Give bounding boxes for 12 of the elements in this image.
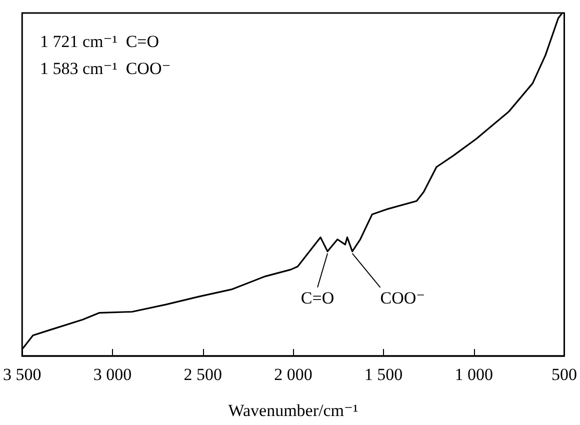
x-tick-label: 2 500: [184, 365, 222, 384]
annotation: 1 583 cm⁻¹ COO⁻: [40, 59, 171, 78]
annotation: 1 721 cm⁻¹ C=O: [40, 32, 160, 51]
x-tick-label: 1 000: [454, 365, 494, 384]
x-tick-label: 3 000: [93, 365, 132, 384]
annotation: C=O: [300, 288, 334, 308]
x-axis-title: Wavenumber/cm⁻¹: [228, 401, 358, 420]
x-tick-label: 3 500: [3, 365, 42, 384]
annotation: COO⁻: [380, 288, 426, 308]
x-tick-label: 2 000: [274, 365, 312, 384]
x-tick-label: 1 500: [364, 365, 403, 384]
x-tick-label: 500: [552, 365, 577, 384]
